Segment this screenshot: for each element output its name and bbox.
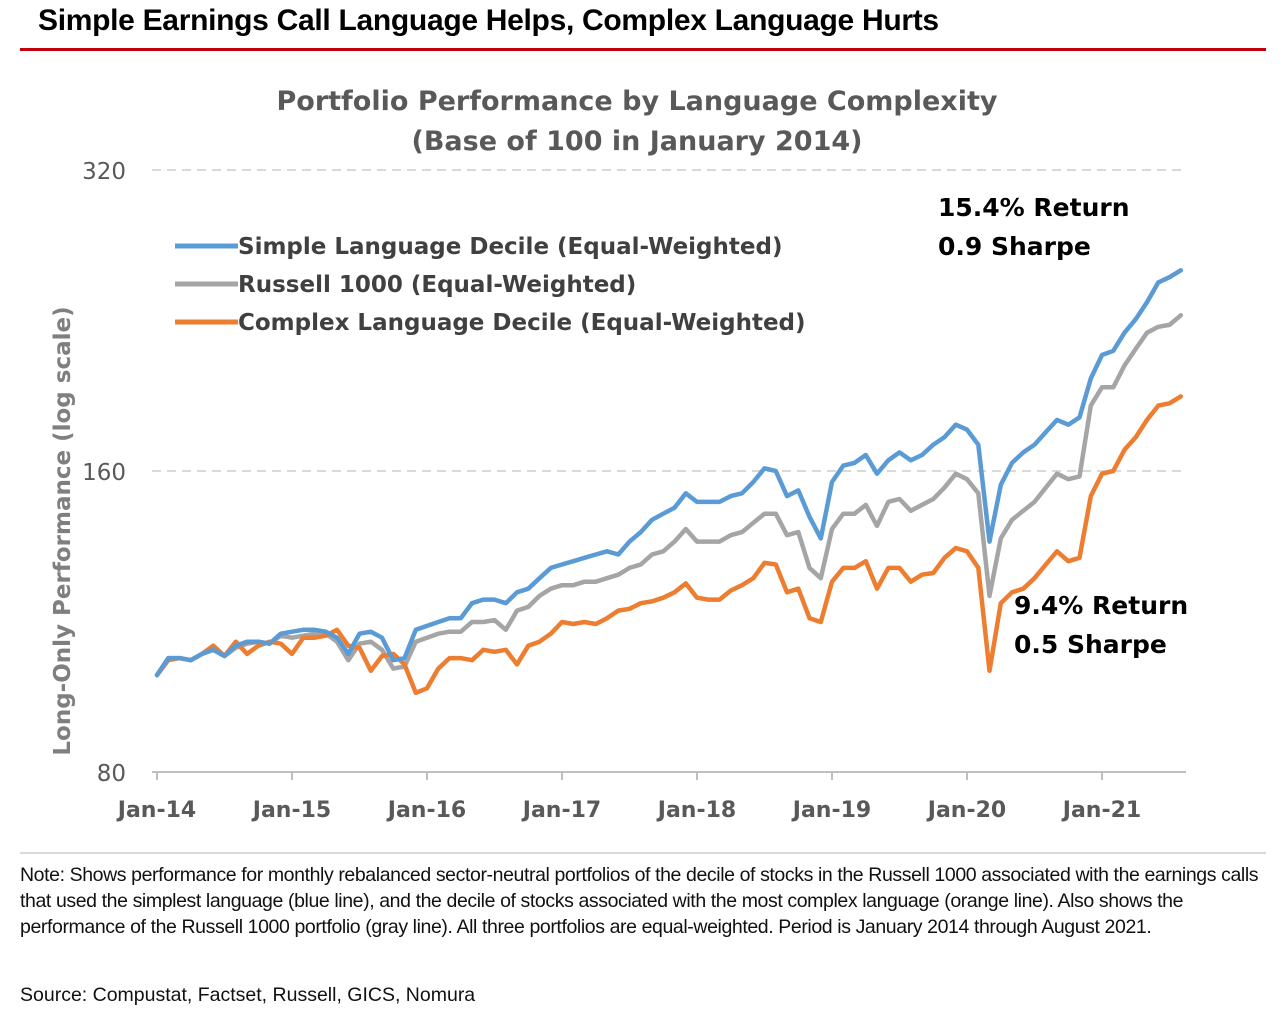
footer-divider [20, 852, 1266, 854]
y-tick-label: 320 [82, 159, 126, 185]
x-axis: Jan-14 Jan-15 Jan-16 Jan-17 Jan-18 Jan-19 Jan-… [116, 771, 1186, 823]
footnote: Note: Shows performance for monthly reba… [20, 864, 1259, 938]
source-line: Source: Compustat, Factset, Russell, GIC… [20, 984, 476, 1006]
chart-subtitle: (Base of 100 in January 2014) [412, 126, 863, 157]
y-tick-label: 80 [97, 761, 126, 787]
series-lines [154, 268, 1184, 696]
x-tick-label: Jan-17 [521, 798, 601, 823]
x-tick-label: Jan-18 [656, 798, 736, 823]
chart-title: Portfolio Performance by Language Comple… [277, 86, 998, 117]
series-line-russell [154, 313, 1184, 678]
legend-label: Complex Language Decile (Equal-Weighted) [238, 310, 806, 336]
x-tick-label: Jan-14 [116, 798, 196, 823]
y-tick-label: 160 [82, 460, 126, 486]
headline: Simple Earnings Call Language Helps, Com… [38, 4, 939, 37]
annotation-text: 9.4% Return [1014, 591, 1188, 620]
x-tick-label: Jan-19 [791, 798, 871, 823]
y-axis-label: Long-Only Performance (log scale) [50, 306, 76, 755]
annotation-text: 15.4% Return [938, 193, 1130, 222]
x-tick-label: Jan-21 [1061, 798, 1141, 823]
y-axis-ticks: 80 160 320 [82, 159, 126, 787]
x-tick-label: Jan-16 [386, 798, 466, 823]
legend-label: Simple Language Decile (Equal-Weighted) [238, 234, 782, 260]
x-tick-label: Jan-15 [251, 798, 331, 823]
performance-chart: Portfolio Performance by Language Comple… [50, 86, 1188, 823]
gridlines [152, 169, 1186, 472]
series-line-simple [154, 268, 1184, 678]
annotations: 15.4% Return 0.9 Sharpe 9.4% Return 0.5 Sha… [938, 193, 1188, 659]
annotation-text: 0.9 Sharpe [938, 232, 1091, 261]
x-tick-label: Jan-20 [926, 798, 1006, 823]
legend-label: Russell 1000 (Equal-Weighted) [238, 272, 636, 298]
legend: Simple Language Decile (Equal-Weighted) R… [175, 234, 806, 336]
headline-divider [20, 48, 1266, 51]
annotation-text: 0.5 Sharpe [1014, 630, 1167, 659]
